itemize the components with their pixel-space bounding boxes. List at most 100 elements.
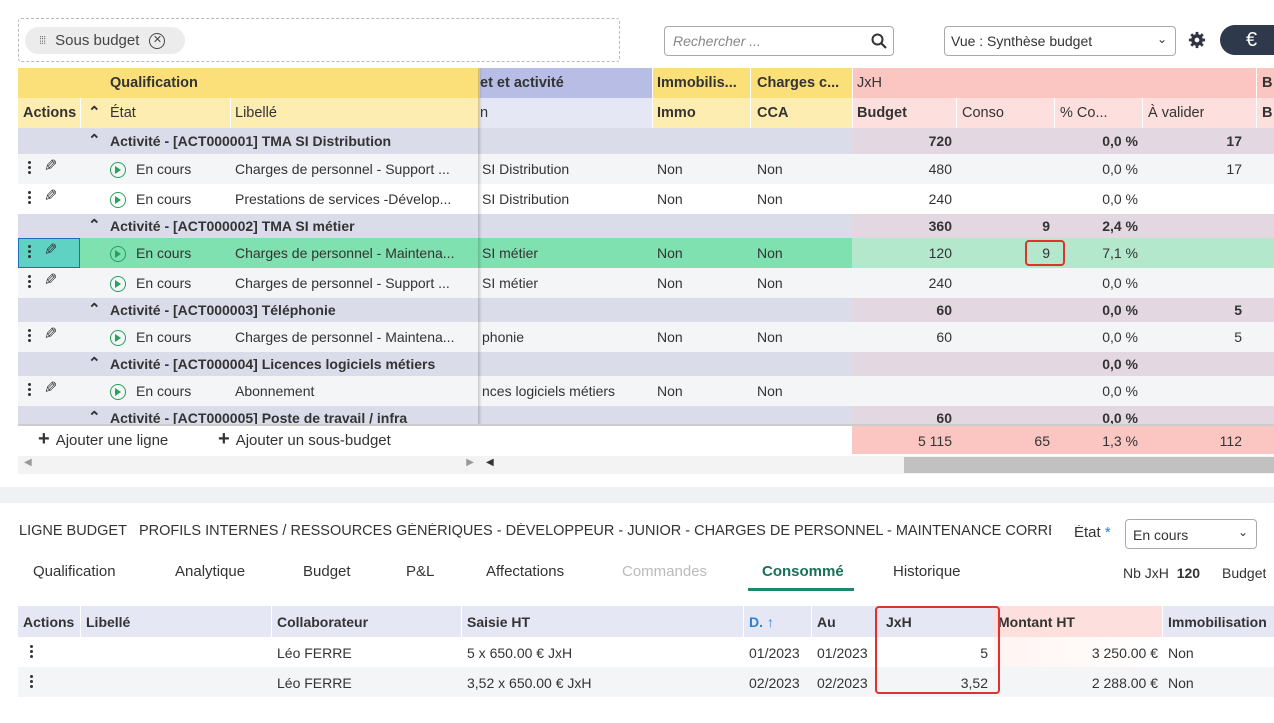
table-row[interactable]: ✎ En cours Charges de personnel - Support …: [18, 154, 1274, 184]
col-header-conso[interactable]: Conso: [962, 105, 1004, 121]
collapse-group-icon[interactable]: ⌃: [88, 356, 101, 372]
collapse-group-icon[interactable]: ⌃: [88, 302, 101, 318]
line-label: Prestations de services -Dévelop...: [235, 191, 452, 207]
col-header-libelle[interactable]: Libellé: [235, 105, 277, 121]
edit-pencil-icon[interactable]: ✎: [44, 159, 58, 175]
col-header-immo[interactable]: Immobilisation: [1168, 614, 1267, 630]
plus-icon: +: [38, 431, 50, 449]
collapse-all-icon[interactable]: ⌃: [88, 104, 101, 121]
col-header-immo[interactable]: Immo: [657, 105, 696, 121]
collapse-group-icon[interactable]: ⌃: [88, 410, 101, 424]
more-actions-icon[interactable]: [28, 381, 32, 399]
table-row[interactable]: ✎ En cours Prestations de services -Dévelo…: [18, 184, 1274, 214]
edit-pencil-icon[interactable]: ✎: [44, 273, 58, 289]
budget-value: 480: [928, 161, 952, 177]
edit-pencil-icon[interactable]: ✎: [44, 243, 58, 259]
group-row[interactable]: ⌃ Activité - [ACT000002] TMA SI métier 360…: [18, 214, 1274, 238]
search-input[interactable]: Rechercher ...: [664, 26, 894, 56]
row-au: 02/2023: [817, 675, 868, 691]
status-play-icon: [110, 384, 126, 401]
grid-body: ⌃ Activité - [ACT000001] TMA SI Distribut…: [18, 128, 1274, 424]
col-header-actions[interactable]: Actions: [23, 614, 75, 630]
tab-affectations[interactable]: Affectations: [486, 563, 565, 580]
chevron-down-icon: ⌄: [1237, 525, 1248, 539]
col-header-budget[interactable]: Budget: [857, 105, 907, 121]
search-icon[interactable]: [871, 33, 887, 49]
status-label: En cours: [136, 191, 192, 207]
right-scrollbar[interactable]: ◀: [480, 456, 1274, 474]
drag-handle-icon[interactable]: ⁞⁞⁞: [39, 34, 46, 47]
group-row[interactable]: ⌃ Activité - [ACT000005] Poste de travail…: [18, 406, 1274, 424]
group-header-charges[interactable]: Charges c...: [757, 75, 840, 91]
col-header-activite[interactable]: n: [480, 105, 489, 121]
tab-p&l[interactable]: P&L: [406, 563, 435, 580]
table-row[interactable]: ✎ En cours Charges de personnel - Support …: [18, 268, 1274, 298]
edit-pencil-icon[interactable]: ✎: [44, 327, 58, 343]
table-row[interactable]: ✎ En cours Charges de personnel - Maintena…: [18, 322, 1274, 352]
col-header-etat[interactable]: État: [110, 105, 136, 121]
more-actions-icon[interactable]: [28, 273, 32, 291]
collapse-group-icon[interactable]: ⌃: [88, 133, 101, 149]
currency-toggle[interactable]: €: [1220, 25, 1274, 55]
status-label: En cours: [136, 329, 192, 345]
left-scrollbar[interactable]: ◀ ▶: [18, 456, 480, 474]
chevron-down-icon: ⌄: [1156, 32, 1167, 46]
line-label: Charges de personnel - Support ...: [235, 161, 450, 177]
remove-chip-icon[interactable]: ✕: [149, 32, 166, 49]
pct-value: 2,4 %: [1102, 218, 1138, 234]
group-label: Activité - [ACT000001] TMA SI Distributi…: [110, 133, 392, 149]
view-select[interactable]: Vue : Synthèse budget ⌄: [944, 26, 1176, 56]
tab-historique[interactable]: Historique: [893, 563, 961, 580]
edit-pencil-icon[interactable]: ✎: [44, 189, 58, 205]
gear-icon[interactable]: [1188, 31, 1206, 49]
sort-asc-icon[interactable]: ↑: [766, 614, 774, 630]
immo-value: Non: [657, 245, 683, 261]
selected-cell[interactable]: [18, 238, 80, 268]
scrollbar-thumb[interactable]: [904, 457, 1274, 473]
add-line-button[interactable]: + Ajouter une ligne: [38, 431, 168, 449]
col-header-actions[interactable]: Actions: [23, 105, 77, 121]
table-row[interactable]: ✎ En cours Charges de personnel - Maintena…: [18, 238, 1274, 268]
collapse-group-icon[interactable]: ⌃: [88, 218, 101, 234]
col-header-du[interactable]: D. ↑: [749, 614, 774, 630]
more-actions-icon[interactable]: [30, 643, 34, 661]
col-header-pct[interactable]: % Co...: [1060, 105, 1108, 121]
tab-consommé[interactable]: Consommé: [762, 563, 844, 580]
group-header-immobilisation[interactable]: Immobilis...: [657, 75, 737, 91]
col-header-collaborateur[interactable]: Collaborateur: [277, 614, 369, 630]
tab-qualification[interactable]: Qualification: [33, 563, 116, 580]
tab-analytique[interactable]: Analytique: [175, 563, 246, 580]
edit-pencil-icon[interactable]: ✎: [44, 381, 58, 397]
col-header-libelle[interactable]: Libellé: [86, 614, 131, 630]
table-row[interactable]: ✎ En cours Abonnement nces logiciels métier…: [18, 376, 1274, 406]
immo-value: Non: [657, 191, 683, 207]
budget-grid: Qualification et et activité Immobilis..…: [18, 68, 1274, 474]
status-play-icon: [110, 276, 126, 293]
more-actions-icon[interactable]: [28, 159, 32, 177]
line-label: Charges de personnel - Support ...: [235, 275, 450, 291]
activity-label: nces logiciels métiers: [482, 383, 616, 399]
col-header-cca[interactable]: CCA: [757, 105, 789, 121]
col-header-montant[interactable]: Montant HT: [998, 614, 1075, 630]
more-actions-icon[interactable]: [28, 243, 32, 261]
col-header-avalider[interactable]: À valider: [1148, 105, 1205, 121]
col-header-saisie[interactable]: Saisie HT: [467, 614, 531, 630]
cca-value: Non: [757, 383, 783, 399]
etat-select[interactable]: En cours ⌄: [1125, 519, 1257, 549]
tab-budget[interactable]: Budget: [303, 563, 351, 580]
col-header-jxh[interactable]: JxH: [886, 614, 912, 630]
add-subbudget-button[interactable]: + Ajouter un sous-budget: [218, 431, 391, 449]
more-actions-icon[interactable]: [30, 673, 34, 691]
col-header-au[interactable]: Au: [817, 614, 836, 630]
more-actions-icon[interactable]: [28, 327, 32, 345]
row-immo: Non: [1168, 645, 1194, 661]
group-row[interactable]: ⌃ Activité - [ACT000003] Téléphonie 60 0,0 …: [18, 298, 1274, 322]
active-tab-indicator: [748, 588, 854, 591]
group-row[interactable]: ⌃ Activité - [ACT000001] TMA SI Distribut…: [18, 128, 1274, 154]
group-chip[interactable]: ⁞⁞⁞ Sous budget ✕: [25, 27, 185, 54]
pct-value: 0,0 %: [1102, 275, 1138, 291]
group-row[interactable]: ⌃ Activité - [ACT000004] Licences logicie…: [18, 352, 1274, 376]
more-actions-icon[interactable]: [28, 189, 32, 207]
row-du: 01/2023: [749, 645, 800, 661]
group-by-dropzone[interactable]: [18, 18, 620, 62]
